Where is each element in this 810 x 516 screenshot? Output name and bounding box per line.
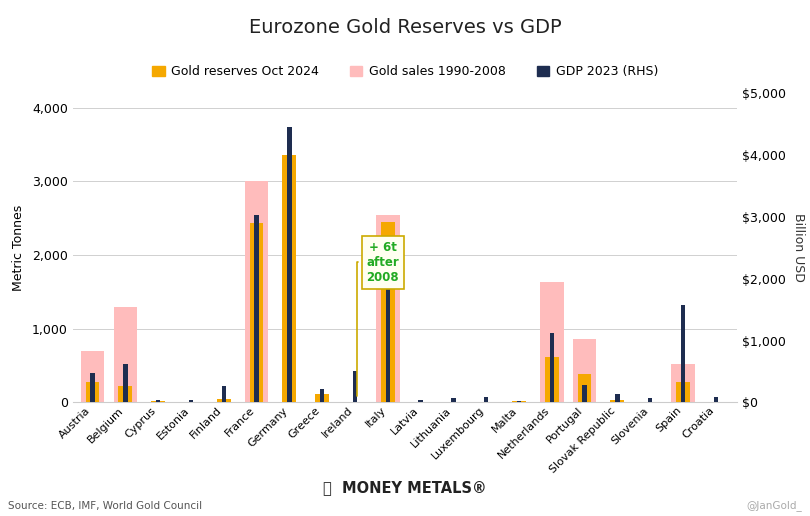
Bar (113, 307, 137, 402)
Bar (578, 374, 591, 402)
Bar (381, 222, 394, 402)
Bar (189, 400, 193, 402)
Bar (540, 282, 564, 402)
Bar (348, 401, 362, 402)
Bar (714, 397, 718, 402)
Bar (484, 397, 488, 402)
Text: 🔦  MONEY METALS®: 🔦 MONEY METALS® (323, 480, 487, 495)
Text: Eurozone Gold Reserves vs GDP: Eurozone Gold Reserves vs GDP (249, 18, 561, 37)
Bar (86, 382, 100, 402)
Bar (545, 358, 559, 402)
Bar (676, 382, 690, 402)
Bar (376, 215, 399, 402)
Bar (320, 389, 324, 402)
Y-axis label: Billion USD: Billion USD (792, 213, 805, 282)
Bar (512, 401, 526, 402)
Bar (386, 263, 390, 402)
Text: @JanGold_: @JanGold_ (746, 500, 802, 511)
Bar (245, 181, 268, 402)
Bar (419, 400, 423, 402)
Bar (249, 223, 263, 402)
Bar (616, 394, 620, 402)
Bar (315, 394, 329, 402)
Y-axis label: Metric Tonnes: Metric Tonnes (12, 204, 25, 291)
Legend: Gold reserves Oct 2024, Gold sales 1990-2008, GDP 2023 (RHS): Gold reserves Oct 2024, Gold sales 1990-… (147, 60, 663, 84)
Bar (288, 126, 292, 402)
Bar (91, 373, 95, 402)
Bar (648, 398, 652, 402)
Bar (81, 351, 104, 402)
Bar (681, 304, 685, 402)
Bar (222, 385, 226, 402)
Bar (283, 155, 296, 402)
Bar (254, 215, 258, 402)
Bar (451, 398, 455, 402)
Text: + 6t
after
2008: + 6t after 2008 (356, 241, 399, 396)
Bar (217, 399, 231, 402)
Bar (573, 340, 596, 402)
Bar (118, 386, 132, 402)
Bar (353, 372, 357, 402)
Bar (156, 400, 160, 402)
Bar (550, 333, 554, 402)
Bar (671, 364, 695, 402)
Bar (123, 364, 127, 402)
Bar (517, 401, 521, 402)
Text: Source: ECB, IMF, World Gold Council: Source: ECB, IMF, World Gold Council (8, 501, 202, 511)
Bar (611, 400, 625, 402)
Bar (582, 385, 586, 402)
Bar (151, 401, 165, 402)
